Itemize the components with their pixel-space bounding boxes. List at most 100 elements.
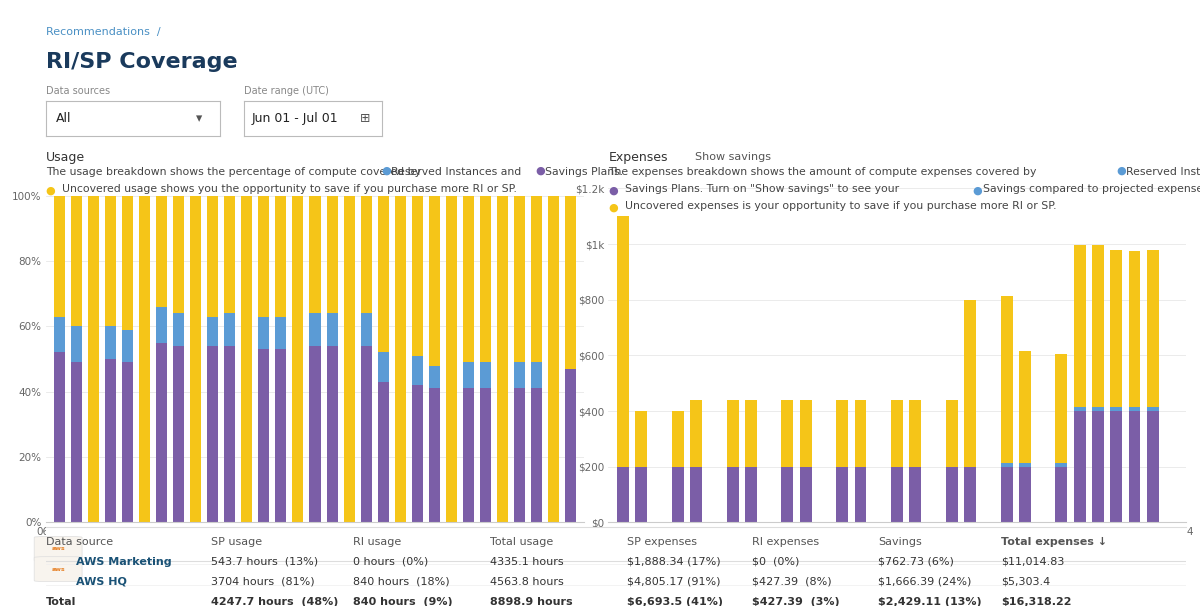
Bar [1056, 467, 1067, 522]
Text: Total expenses ↓: Total expenses ↓ [1001, 536, 1108, 547]
Text: Uncovered expenses is your opportunity to save if you purchase more RI or SP.: Uncovered expenses is your opportunity t… [625, 201, 1057, 211]
Bar [156, 196, 167, 307]
Text: The usage breakdown shows the percentage of compute covered by: The usage breakdown shows the percentage… [46, 167, 421, 178]
Bar [690, 467, 702, 522]
Text: ●: ● [46, 186, 55, 196]
Text: $6,693.5 (41%): $6,693.5 (41%) [628, 597, 722, 606]
Bar [71, 196, 82, 327]
Bar [745, 400, 757, 467]
Bar [122, 330, 133, 362]
Text: 4563.8 hours: 4563.8 hours [491, 577, 564, 587]
Bar [836, 400, 848, 467]
Bar [104, 196, 116, 327]
Bar [463, 196, 474, 362]
Bar [395, 196, 406, 522]
Text: Total: Total [46, 597, 76, 606]
Bar [781, 467, 793, 522]
Text: $427.39  (8%): $427.39 (8%) [752, 577, 832, 587]
Bar [241, 196, 252, 522]
Bar [190, 196, 202, 522]
Bar [122, 362, 133, 522]
Bar [378, 353, 389, 382]
Bar [781, 400, 793, 467]
Bar [258, 196, 269, 316]
Bar [428, 365, 440, 388]
Text: AWS HQ: AWS HQ [77, 577, 127, 587]
Bar [690, 400, 702, 467]
Text: SP expenses: SP expenses [628, 536, 697, 547]
Text: ●: ● [382, 165, 391, 176]
Text: $1,666.39 (24%): $1,666.39 (24%) [878, 577, 971, 587]
Bar [326, 346, 337, 522]
Text: Uncovered usage shows you the opportunity to save if you purchase more RI or SP.: Uncovered usage shows you the opportunit… [62, 184, 517, 195]
Bar [361, 346, 372, 522]
Bar [54, 353, 65, 522]
Bar [104, 359, 116, 522]
Bar [258, 316, 269, 349]
Bar [514, 196, 526, 362]
Bar [412, 385, 422, 522]
Text: $2,429.11 (13%): $2,429.11 (13%) [878, 597, 982, 606]
FancyBboxPatch shape [35, 557, 82, 582]
Bar [173, 346, 184, 522]
Bar [1001, 462, 1013, 467]
Bar [1056, 462, 1067, 467]
Bar [1019, 467, 1031, 522]
Bar [565, 369, 576, 522]
Text: Date range (UTC): Date range (UTC) [244, 85, 329, 96]
FancyBboxPatch shape [35, 536, 82, 561]
Bar [854, 467, 866, 522]
Bar [532, 196, 542, 362]
Bar [208, 346, 218, 522]
Text: 840 hours  (9%): 840 hours (9%) [354, 597, 454, 606]
Bar [1128, 411, 1140, 522]
Text: Show savings: Show savings [695, 152, 770, 162]
Text: Total usage: Total usage [491, 536, 553, 547]
Bar [54, 196, 65, 316]
Bar [275, 316, 287, 349]
Text: $16,318.22: $16,318.22 [1001, 597, 1072, 606]
Bar [854, 400, 866, 467]
Bar [412, 356, 422, 385]
Text: Savings Plans.: Savings Plans. [545, 167, 623, 178]
Bar [1147, 411, 1159, 522]
Bar [892, 400, 902, 467]
Bar [514, 388, 526, 522]
Text: Reserved Instances and: Reserved Instances and [391, 167, 522, 178]
Text: RI/SP Coverage: RI/SP Coverage [46, 52, 238, 72]
Bar [412, 196, 422, 356]
Text: 8898.9 hours: 8898.9 hours [491, 597, 572, 606]
Bar [326, 313, 337, 346]
Bar [1056, 354, 1067, 462]
Bar [156, 307, 167, 342]
Bar [310, 346, 320, 522]
Text: 543.7 hours  (13%): 543.7 hours (13%) [211, 557, 318, 567]
Bar [480, 388, 491, 522]
Text: Expenses: Expenses [608, 152, 668, 164]
Bar [836, 467, 848, 522]
Bar [343, 196, 355, 522]
Bar [532, 362, 542, 388]
Bar [532, 388, 542, 522]
Text: ●: ● [972, 186, 982, 196]
Bar [1092, 245, 1104, 407]
Text: aws: aws [52, 567, 65, 571]
Bar [565, 196, 576, 369]
Bar [910, 467, 922, 522]
Text: The expenses breakdown shows the amount of compute expenses covered by: The expenses breakdown shows the amount … [608, 167, 1037, 178]
Bar [446, 196, 457, 522]
Bar [1074, 411, 1086, 522]
Bar [480, 362, 491, 388]
Bar [88, 196, 98, 522]
Bar [799, 400, 811, 467]
Bar [964, 467, 976, 522]
Bar [1092, 407, 1104, 411]
Bar [378, 382, 389, 522]
Bar [310, 313, 320, 346]
Bar [104, 327, 116, 359]
Bar [293, 196, 304, 522]
Text: ●: ● [1116, 165, 1126, 176]
Bar [463, 388, 474, 522]
Bar [428, 388, 440, 522]
Text: ⊞: ⊞ [360, 112, 371, 125]
